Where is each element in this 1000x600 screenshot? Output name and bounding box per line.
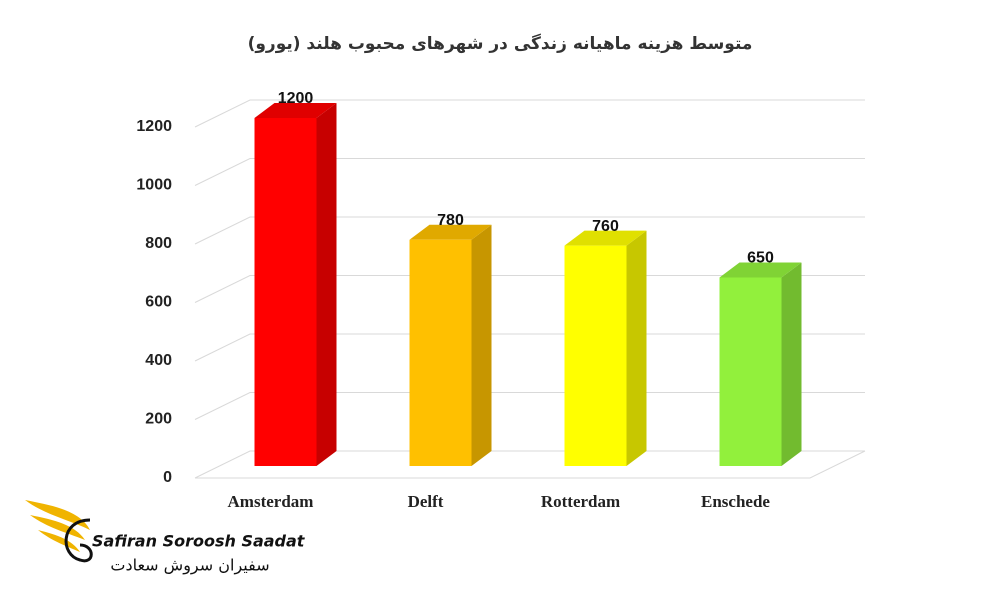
bar — [719, 262, 802, 466]
bar — [564, 230, 647, 466]
bar-front — [254, 118, 317, 466]
bar — [254, 103, 337, 466]
y-tick-label: 200 — [145, 411, 172, 428]
floor-edge — [195, 450, 866, 479]
grid-line — [194, 333, 865, 362]
logo-swirl — [64, 518, 93, 563]
logo-wings — [25, 500, 90, 552]
chart-title: متوسط هزینه ماهیانه زندگی در شهرهای محبو… — [248, 33, 753, 54]
bar-side — [471, 224, 492, 466]
grid-line — [194, 392, 865, 420]
bar-top — [719, 262, 802, 278]
value-label: 780 — [437, 212, 464, 229]
bar-side — [316, 103, 337, 466]
grid-line — [194, 158, 865, 186]
bar-top — [254, 103, 337, 118]
y-tick-label: 0 — [163, 469, 172, 486]
x-tick-label: Amsterdam — [228, 492, 314, 511]
bar-front — [564, 245, 627, 466]
value-label: 650 — [747, 250, 774, 267]
bar-top — [564, 230, 647, 246]
y-tick-label: 800 — [145, 235, 172, 252]
bar-side — [626, 230, 647, 466]
y-tick-label: 1200 — [136, 118, 172, 135]
bar-front — [719, 277, 782, 466]
bar-front — [409, 239, 472, 466]
y-tick-label: 600 — [145, 294, 172, 311]
value-label: 760 — [592, 218, 619, 235]
x-tick-label: Enschede — [701, 492, 770, 511]
grid-line — [194, 275, 865, 303]
bar — [409, 224, 492, 466]
logo-name-fa: سفیران سروش سعادت — [110, 556, 269, 576]
grid-line — [194, 216, 865, 245]
value-label: 1200 — [278, 90, 314, 107]
y-tick-label: 400 — [145, 352, 172, 369]
logo-name: Safiran Soroosh Saadat — [92, 532, 306, 551]
grid-line — [194, 99, 865, 128]
grid-line — [194, 450, 865, 479]
x-tick-label: Delft — [408, 492, 444, 511]
y-tick-label: 1000 — [136, 177, 172, 194]
bar-top — [409, 224, 492, 240]
bar-side — [781, 262, 802, 466]
logo: Safiran Soroosh Saadat سفیران سروش سعادت — [25, 500, 306, 576]
x-tick-label: Rotterdam — [541, 492, 620, 511]
